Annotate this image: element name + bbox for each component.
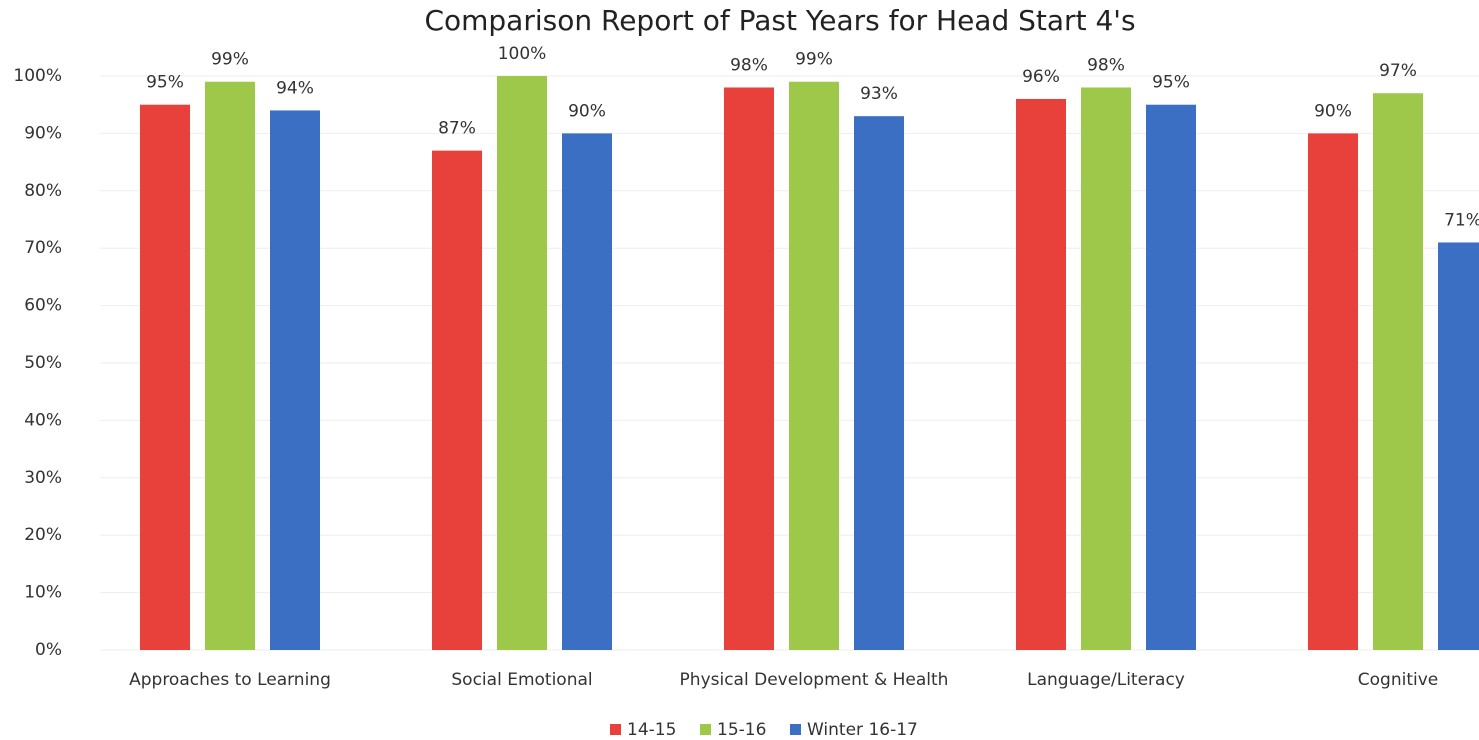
value-label: 99% [795,50,833,70]
legend-swatch [700,724,711,735]
value-label: 87% [438,119,476,139]
bar [1438,242,1479,650]
chart-title: Comparison Report of Past Years for Head… [424,4,1135,37]
value-label: 100% [498,44,547,64]
bar [854,116,904,651]
bar [1081,87,1131,651]
value-label: 94% [276,78,314,98]
y-tick-label: 90% [24,123,62,143]
value-label: 90% [568,101,606,121]
bar [1016,98,1066,650]
bar [1308,133,1358,650]
y-tick-label: 20% [24,525,62,545]
bar [724,87,774,651]
y-tick-label: 100% [13,66,62,86]
bar [562,133,612,650]
value-label: 95% [146,73,184,93]
bar [497,76,547,650]
value-label: 90% [1314,101,1352,121]
value-label: 98% [730,55,768,75]
y-tick-label: 70% [24,238,62,258]
legend-label: 14-15 [627,720,676,740]
y-tick-label: 60% [24,296,62,316]
bar [1373,93,1423,651]
y-tick-label: 80% [24,181,62,201]
x-tick-label: Physical Development & Health [680,670,949,690]
bar [270,110,320,650]
value-label: 71% [1444,210,1479,230]
bar [432,150,482,650]
value-label: 98% [1087,55,1125,75]
value-label: 99% [211,50,249,70]
y-tick-label: 0% [35,640,62,660]
value-label: 95% [1152,73,1190,93]
y-tick-label: 10% [24,583,62,603]
y-tick-label: 40% [24,410,62,430]
legend-swatch [790,724,801,735]
x-tick-label: Cognitive [1358,670,1438,690]
legend-label: 15-16 [717,720,766,740]
value-label: 93% [860,84,898,104]
value-label: 97% [1379,61,1417,81]
bar [789,81,839,651]
bar [140,104,190,650]
y-tick-label: 30% [24,468,62,488]
legend-swatch [610,724,621,735]
x-tick-label: Language/Literacy [1027,670,1185,690]
bar [205,81,255,651]
y-tick-label: 50% [24,353,62,373]
legend-label: Winter 16-17 [807,720,918,740]
bar [1146,104,1196,650]
value-label: 96% [1022,67,1060,87]
x-tick-label: Approaches to Learning [129,670,331,690]
x-tick-label: Social Emotional [451,670,592,690]
